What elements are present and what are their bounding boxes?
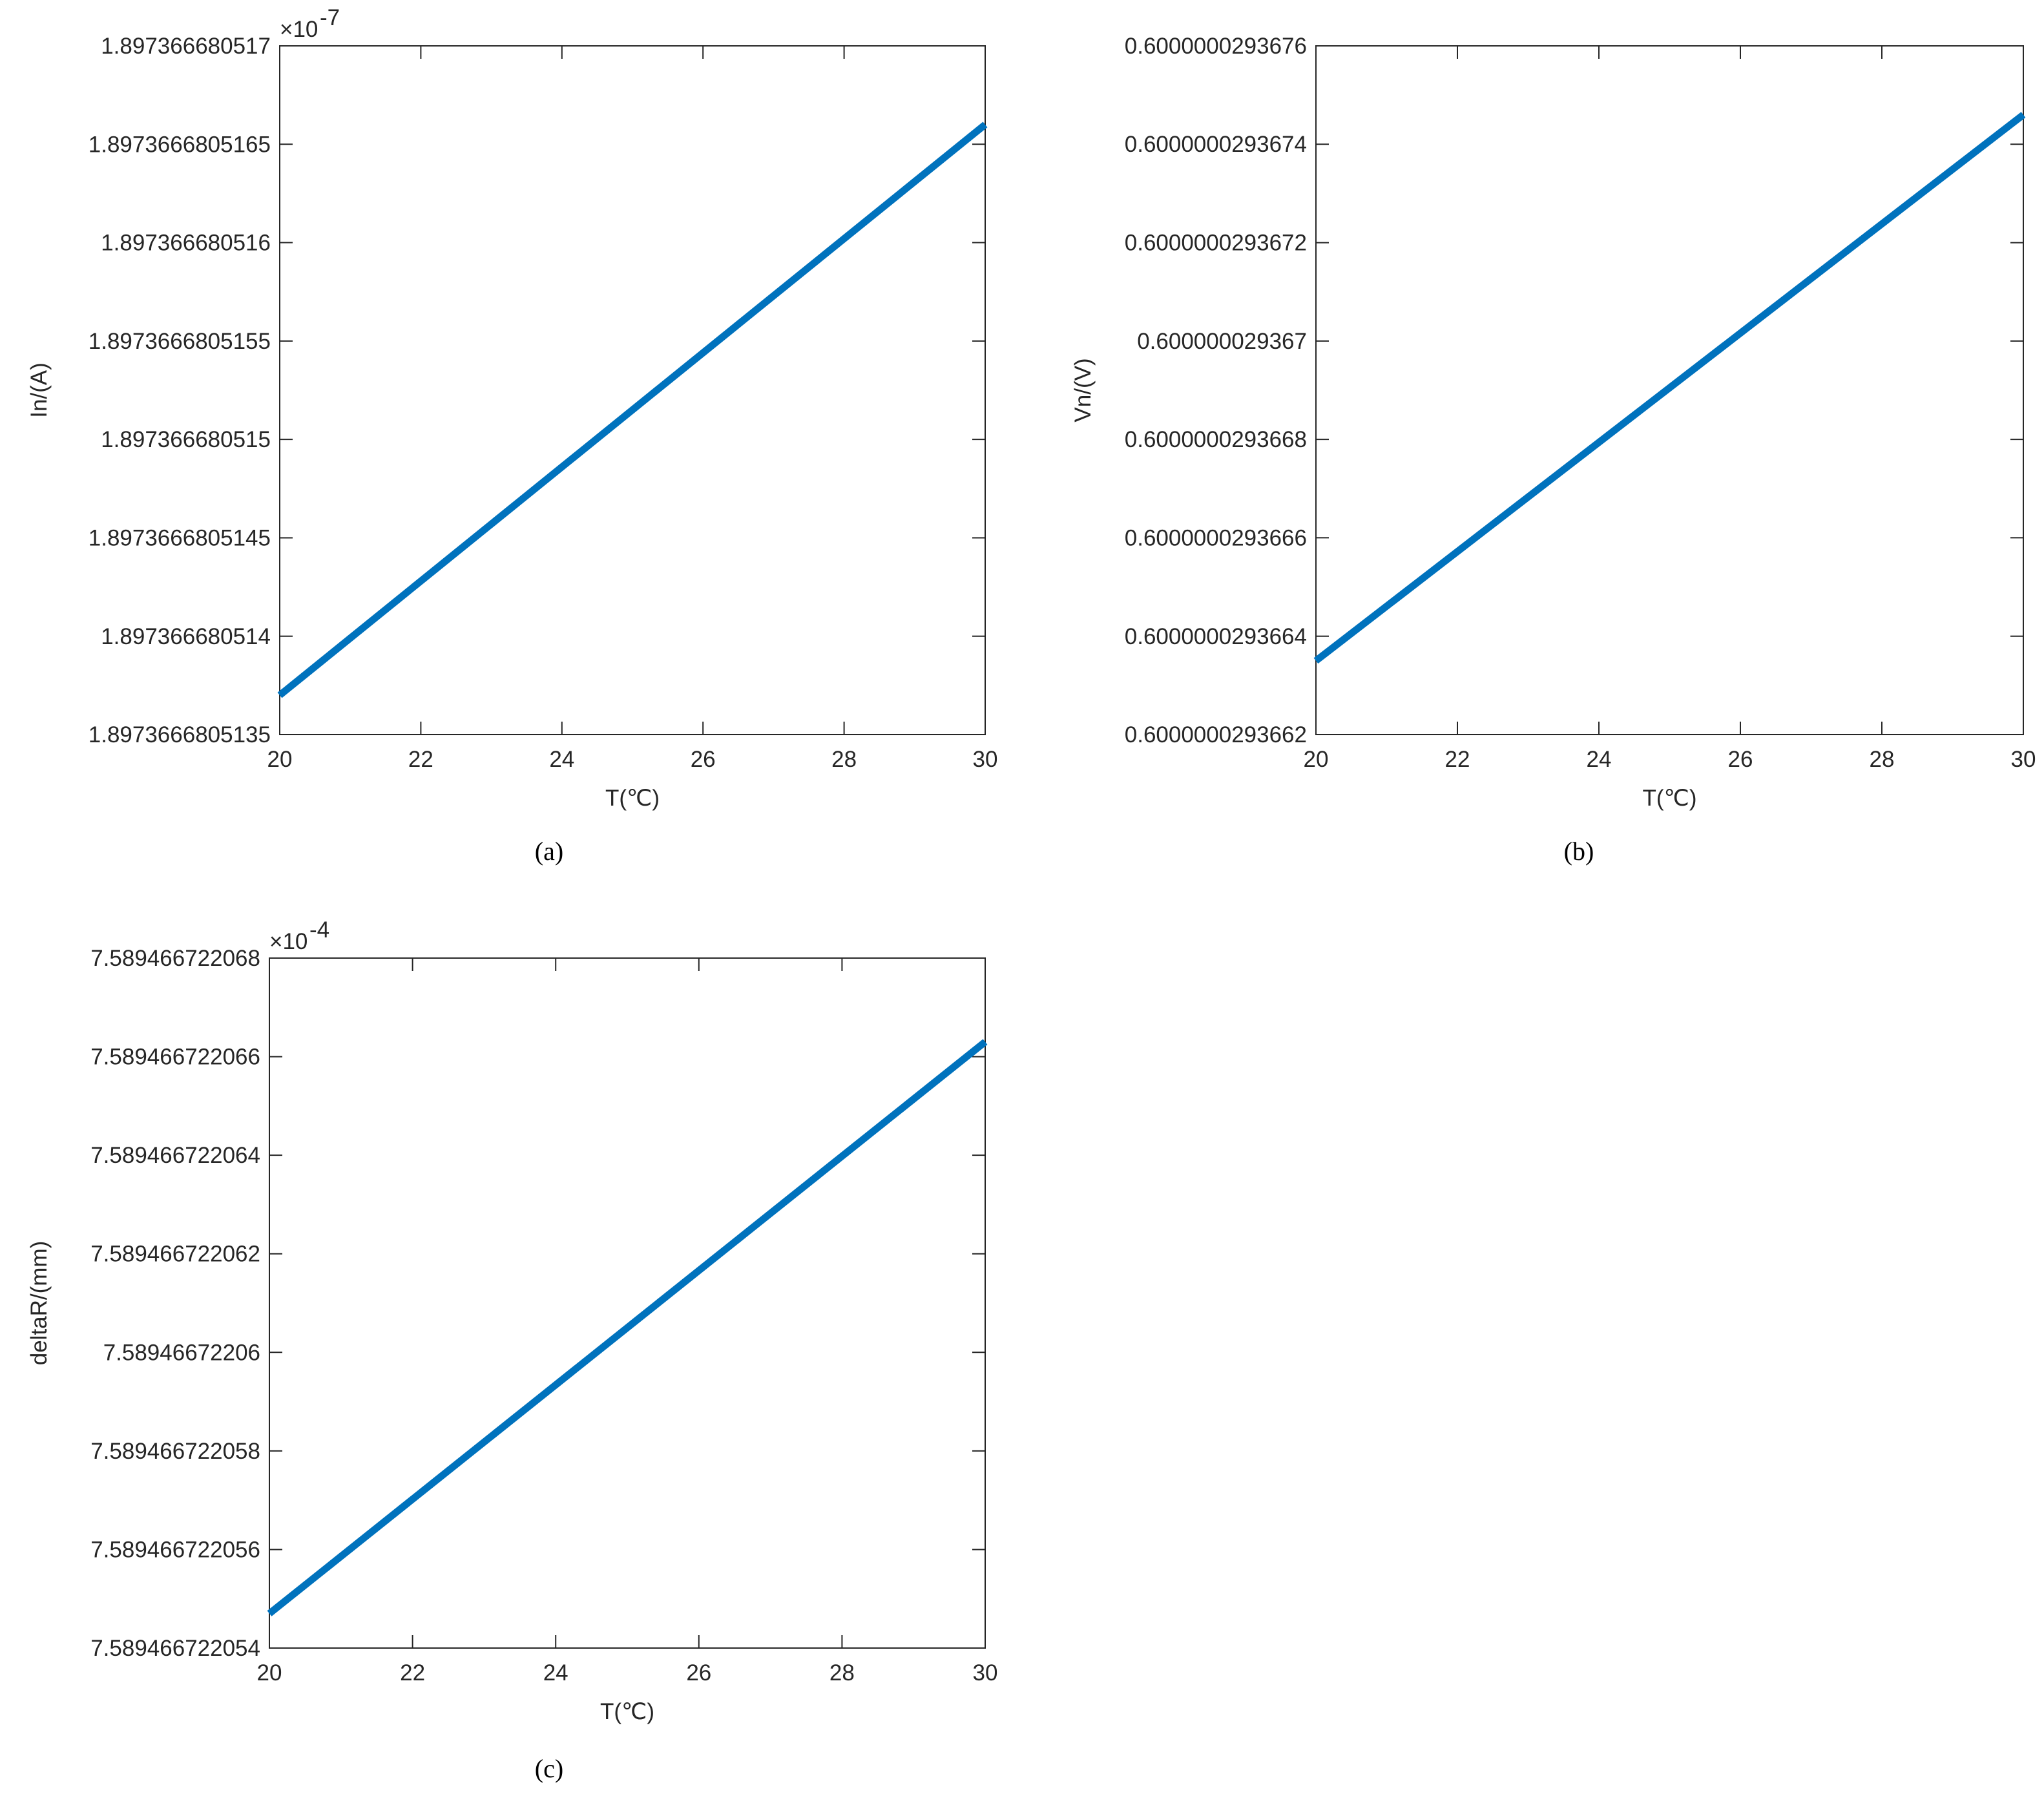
y-tick-label: 7.589466722058 bbox=[90, 1439, 260, 1464]
y-tick-label: 0.6000000293664 bbox=[1125, 624, 1307, 649]
y-tick-label: 0.6000000293672 bbox=[1125, 231, 1307, 256]
data-line bbox=[1313, 112, 2026, 664]
caption: (c) bbox=[535, 1754, 563, 1783]
y-axis-label: deltaR/(mm) bbox=[26, 1241, 52, 1366]
x-tick-label: 22 bbox=[408, 747, 433, 772]
y-tick-label: 0.6000000293676 bbox=[1125, 34, 1307, 59]
data-line bbox=[277, 121, 988, 698]
y-tick-label: 1.8973666805135 bbox=[89, 722, 271, 747]
y-tick-label: 0.6000000293674 bbox=[1125, 132, 1307, 157]
y-tick-label: 7.589466722064 bbox=[90, 1143, 260, 1168]
x-tick-label: 26 bbox=[1728, 747, 1753, 772]
y-tick-label: 7.589466722062 bbox=[90, 1242, 260, 1267]
x-tick-label: 20 bbox=[257, 1660, 282, 1686]
y-tick-label: 0.6000000293668 bbox=[1125, 427, 1307, 452]
caption: (b) bbox=[1564, 837, 1594, 866]
y-tick-label: 1.8973666805155 bbox=[89, 329, 271, 354]
y-multiplier: ×10 bbox=[269, 929, 308, 954]
y-tick-label: 0.600000029367 bbox=[1137, 329, 1307, 354]
y-tick-label: 7.589466722056 bbox=[90, 1537, 260, 1562]
x-tick-label: 20 bbox=[267, 747, 293, 772]
x-tick-label: 24 bbox=[543, 1660, 568, 1686]
x-tick-label: 26 bbox=[691, 747, 716, 772]
plot-area bbox=[279, 45, 986, 735]
y-exponent: -7 bbox=[320, 5, 340, 30]
y-tick-label: 1.897366680514 bbox=[101, 624, 271, 649]
data-line bbox=[267, 1039, 988, 1616]
plot-area bbox=[269, 957, 986, 1649]
x-axis-label: T(℃) bbox=[1643, 786, 1697, 811]
y-exponent: -4 bbox=[309, 917, 329, 943]
y-tick-label: 0.6000000293666 bbox=[1125, 525, 1307, 550]
y-tick-label: 1.8973666805165 bbox=[89, 132, 271, 157]
y-tick-label: 1.8973666805145 bbox=[89, 525, 271, 550]
y-tick-label: 1.897366680515 bbox=[101, 427, 271, 452]
x-tick-label: 28 bbox=[829, 1660, 855, 1686]
y-tick-label: 1.897366680517 bbox=[101, 34, 271, 59]
y-tick-label: 1.897366680516 bbox=[101, 231, 271, 256]
x-tick-label: 24 bbox=[549, 747, 574, 772]
y-multiplier: ×10 bbox=[280, 17, 318, 42]
caption: (a) bbox=[535, 837, 563, 866]
y-tick-label: 7.589466722066 bbox=[90, 1045, 260, 1070]
y-tick-label: 7.589466722068 bbox=[90, 946, 260, 971]
x-tick-label: 22 bbox=[1445, 747, 1470, 772]
y-tick-label: 0.6000000293662 bbox=[1125, 722, 1307, 747]
x-axis-label: T(℃) bbox=[605, 786, 660, 811]
x-tick-label: 28 bbox=[831, 747, 857, 772]
y-tick-label: 7.58946672206 bbox=[103, 1340, 260, 1365]
y-tick-label: 7.589466722054 bbox=[90, 1636, 260, 1661]
x-tick-label: 28 bbox=[1870, 747, 1895, 772]
y-axis-label: Vn/(V) bbox=[1070, 358, 1096, 422]
x-tick-label: 30 bbox=[973, 747, 998, 772]
x-tick-label: 20 bbox=[1304, 747, 1329, 772]
x-axis-label: T(℃) bbox=[600, 1699, 654, 1724]
x-tick-label: 30 bbox=[2011, 747, 2036, 772]
x-tick-label: 26 bbox=[686, 1660, 711, 1686]
y-axis-label: In/(A) bbox=[26, 362, 52, 418]
x-tick-label: 22 bbox=[400, 1660, 425, 1686]
x-tick-label: 30 bbox=[973, 1660, 998, 1686]
x-tick-label: 24 bbox=[1587, 747, 1612, 772]
